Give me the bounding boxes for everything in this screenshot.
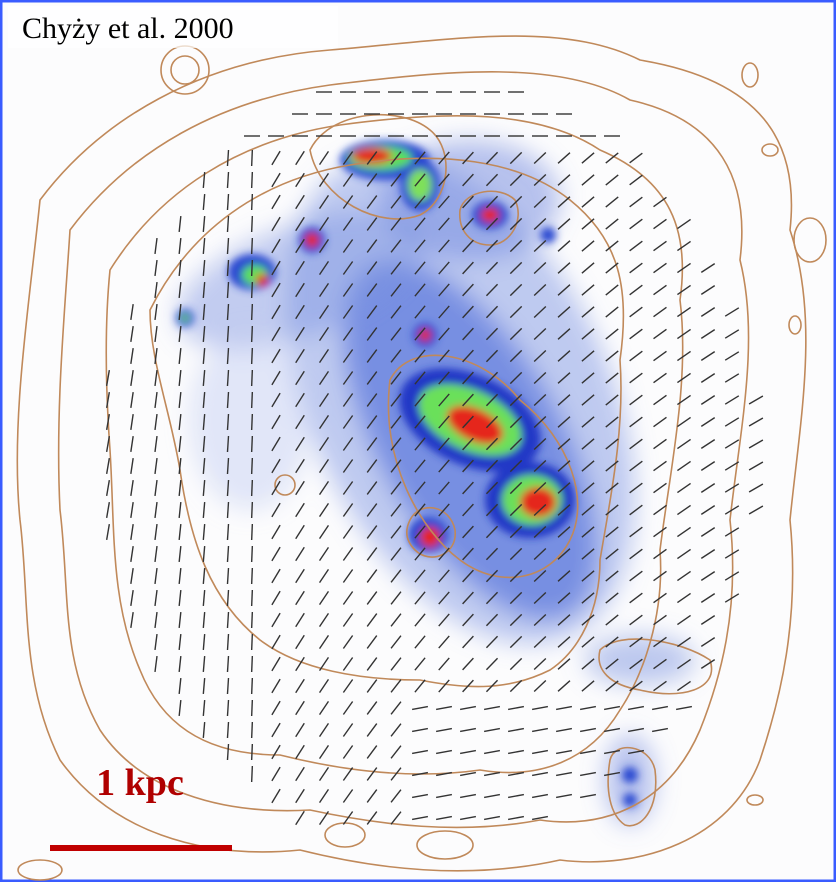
vector	[252, 172, 253, 188]
vector	[252, 722, 253, 738]
vector	[252, 568, 253, 584]
vector	[252, 370, 253, 386]
vector	[252, 348, 253, 364]
vector	[252, 458, 253, 474]
vector	[252, 392, 253, 408]
vector	[252, 656, 253, 672]
vector	[252, 744, 253, 760]
vector	[252, 304, 253, 320]
vector	[252, 502, 253, 518]
vector	[252, 524, 253, 540]
vector	[252, 194, 253, 210]
vector	[252, 238, 253, 254]
vector	[252, 766, 253, 782]
vector	[252, 150, 253, 166]
page: {"caption": "Chyży et al. 2000", "scale_…	[0, 0, 836, 882]
vector	[252, 436, 253, 452]
vector	[252, 326, 253, 342]
vector	[252, 216, 253, 232]
vector	[252, 700, 253, 716]
vector	[252, 260, 253, 276]
vector	[252, 612, 253, 628]
vector	[252, 590, 253, 606]
vector	[252, 678, 253, 694]
caption: Chyży et al. 2000	[22, 12, 234, 45]
vector	[252, 414, 253, 430]
scale-bar-label: 1 kpc	[96, 762, 184, 804]
galaxy-image: Chyży et al. 2000 1 kpc	[0, 0, 836, 882]
vector	[252, 546, 253, 562]
vector	[252, 480, 253, 496]
vector	[252, 634, 253, 650]
vector	[252, 282, 253, 298]
